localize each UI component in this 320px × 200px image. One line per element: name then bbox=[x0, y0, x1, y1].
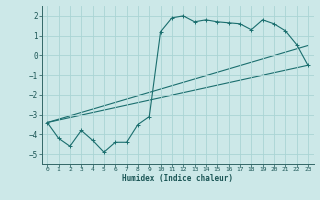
X-axis label: Humidex (Indice chaleur): Humidex (Indice chaleur) bbox=[122, 174, 233, 183]
